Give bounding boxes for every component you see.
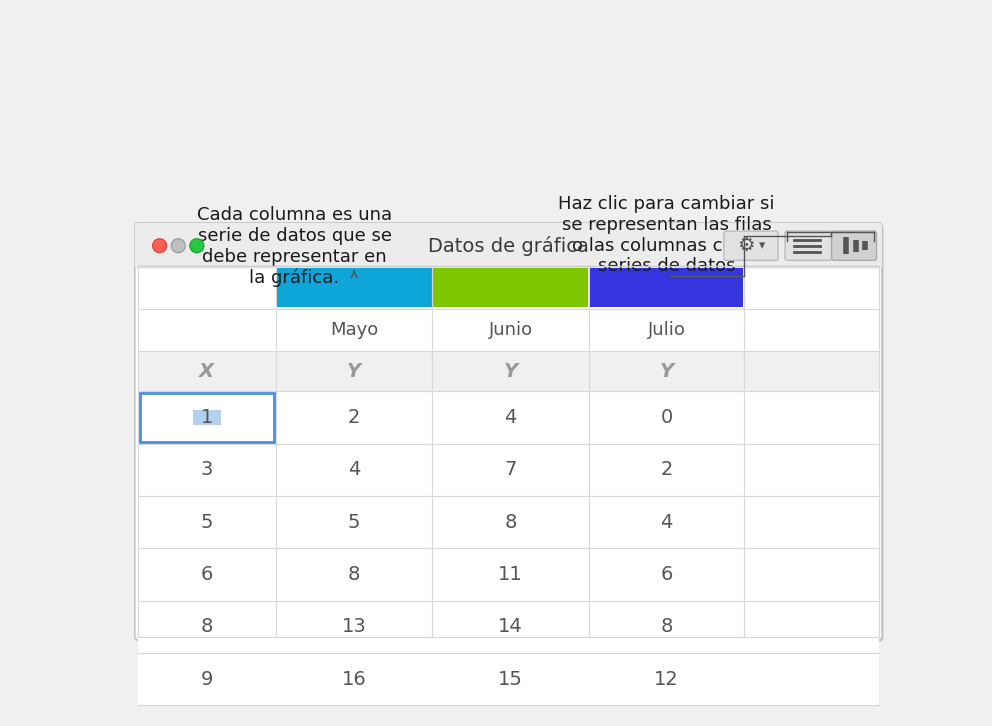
Text: 12: 12	[654, 670, 679, 689]
FancyBboxPatch shape	[831, 231, 877, 261]
FancyBboxPatch shape	[135, 223, 882, 269]
Bar	[138, 226, 879, 266]
Text: Cada columna es una
serie de datos que se
debe representar en
la gráfica.: Cada columna es una serie de datos que s…	[197, 206, 392, 287]
Bar	[138, 444, 879, 496]
Bar	[138, 351, 879, 391]
Text: 13: 13	[342, 617, 367, 637]
FancyBboxPatch shape	[724, 231, 778, 261]
Text: 11: 11	[498, 565, 523, 584]
Text: Julio: Julio	[648, 321, 685, 339]
FancyBboxPatch shape	[785, 231, 831, 261]
Text: Datos de gráfica: Datos de gráfica	[428, 236, 589, 256]
Text: 16: 16	[342, 670, 367, 689]
Text: Y: Y	[504, 362, 518, 380]
Bar	[138, 600, 879, 653]
Bar	[193, 409, 221, 425]
FancyBboxPatch shape	[137, 224, 884, 642]
Text: Y: Y	[347, 362, 361, 380]
Bar	[138, 391, 879, 444]
Text: 9: 9	[200, 670, 213, 689]
Text: 2: 2	[661, 460, 673, 479]
Text: 8: 8	[348, 565, 360, 584]
Text: 7: 7	[505, 460, 517, 479]
Text: 14: 14	[498, 617, 523, 637]
Text: Haz clic para cambiar si
se representan las filas
o las columnas como
series de : Haz clic para cambiar si se representan …	[558, 195, 775, 275]
Bar	[138, 548, 879, 600]
Circle shape	[172, 239, 186, 253]
Bar	[138, 266, 879, 637]
Text: 8: 8	[661, 617, 673, 637]
Text: 4: 4	[505, 408, 517, 427]
Text: 5: 5	[348, 513, 360, 531]
Text: 3: 3	[200, 460, 213, 479]
Text: 8: 8	[200, 617, 213, 637]
Circle shape	[189, 239, 203, 253]
Text: Mayo: Mayo	[330, 321, 378, 339]
Text: 2: 2	[348, 408, 360, 427]
Text: X: X	[199, 362, 214, 380]
Text: 5: 5	[200, 513, 213, 531]
Text: 15: 15	[498, 670, 523, 689]
Text: 0: 0	[661, 408, 673, 427]
Text: Y: Y	[660, 362, 674, 380]
Bar	[140, 393, 275, 442]
Text: 4: 4	[661, 513, 673, 531]
Text: ▾: ▾	[759, 240, 765, 252]
Text: 6: 6	[661, 565, 673, 584]
FancyBboxPatch shape	[135, 223, 882, 640]
Bar	[138, 653, 879, 706]
Bar	[277, 268, 432, 306]
Text: Junio: Junio	[489, 321, 533, 339]
Bar	[434, 268, 588, 306]
Text: 8: 8	[505, 513, 517, 531]
Text: 6: 6	[200, 565, 213, 584]
Circle shape	[153, 239, 167, 253]
Bar	[138, 496, 879, 548]
Text: ⚙: ⚙	[738, 236, 755, 256]
Bar	[590, 268, 743, 306]
Text: 1: 1	[200, 408, 213, 427]
Text: 4: 4	[348, 460, 360, 479]
